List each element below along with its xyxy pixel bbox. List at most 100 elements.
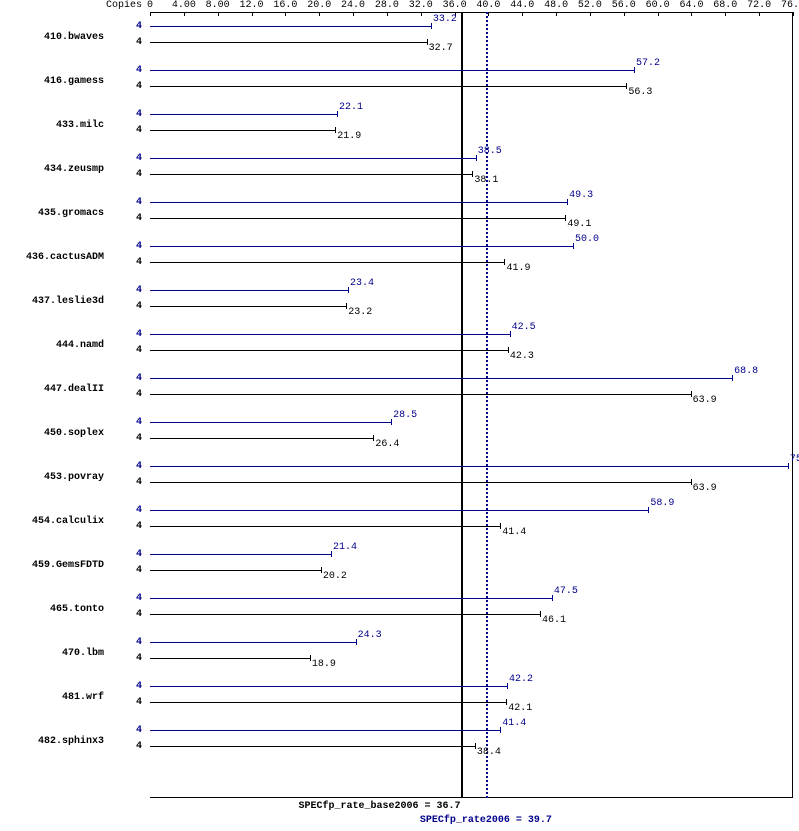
axis-tick <box>759 12 760 16</box>
copies-header: Copies <box>106 1 142 11</box>
bar-label-peak: 57.2 <box>636 59 660 69</box>
copies-base: 4 <box>136 698 142 708</box>
axis-tick <box>522 12 523 16</box>
bar-cap-base <box>321 567 322 573</box>
bar-label-base: 63.9 <box>693 396 717 406</box>
bar-label-base: 42.1 <box>508 704 532 714</box>
copies-peak: 4 <box>136 110 142 120</box>
bar-label-peak: 33.2 <box>433 15 457 25</box>
bar-cap-base <box>500 523 501 529</box>
bar-base <box>150 306 346 307</box>
copies-base: 4 <box>136 126 142 136</box>
bar-base <box>150 438 373 439</box>
copies-base: 4 <box>136 82 142 92</box>
bar-cap-peak <box>573 243 574 249</box>
bar-cap-base <box>427 39 428 45</box>
bar-label-peak: 42.2 <box>509 675 533 685</box>
bar-cap-base <box>335 127 336 133</box>
axis-tick <box>184 12 185 16</box>
axis-tick-label: 68.0 <box>713 1 737 11</box>
bar-label-peak: 58.9 <box>650 499 674 509</box>
bar-cap-base <box>540 611 541 617</box>
axis-tick-label: 0 <box>147 1 153 11</box>
bar-label-peak: 41.4 <box>502 719 526 729</box>
axis-tick-label: 64.0 <box>679 1 703 11</box>
copies-peak: 4 <box>136 638 142 648</box>
bar-cap-peak <box>356 639 357 645</box>
axis-tick-label: 36.0 <box>443 1 467 11</box>
axis-tick <box>285 12 286 16</box>
axis-tick-label: 76.0 <box>781 1 799 11</box>
axis-tick <box>150 12 151 16</box>
bar-base <box>150 746 475 747</box>
axis-tick-label: 24.0 <box>341 1 365 11</box>
bar-label-peak: 68.8 <box>734 367 758 377</box>
bar-label-peak: 49.3 <box>569 191 593 201</box>
bar-label-base: 26.4 <box>375 440 399 450</box>
bar-cap-peak <box>348 287 349 293</box>
benchmark-name: 436.cactusADM <box>26 253 104 263</box>
bar-label-base: 63.9 <box>693 484 717 494</box>
copies-base: 4 <box>136 434 142 444</box>
axis-tick <box>387 12 388 16</box>
bar-base <box>150 218 565 219</box>
benchmark-name: 447.dealII <box>44 385 104 395</box>
bar-label-base: 41.9 <box>506 264 530 274</box>
bar-peak <box>150 378 732 379</box>
bar-label-peak: 75.4 <box>790 455 799 465</box>
bar-peak <box>150 202 567 203</box>
axis-tick-label: 32.0 <box>409 1 433 11</box>
bar-label-peak: 42.5 <box>512 323 536 333</box>
bar-peak <box>150 598 552 599</box>
axis-tick <box>658 12 659 16</box>
axis-tick-label: 40.0 <box>476 1 500 11</box>
axis-tick <box>691 12 692 16</box>
bar-label-peak: 23.4 <box>350 279 374 289</box>
bar-base <box>150 482 691 483</box>
axis-tick <box>725 12 726 16</box>
bar-peak <box>150 70 634 71</box>
copies-base: 4 <box>136 302 142 312</box>
bar-label-base: 41.4 <box>502 528 526 538</box>
ref-line-base <box>461 12 463 798</box>
copies-peak: 4 <box>136 286 142 296</box>
bar-peak <box>150 114 337 115</box>
bar-base <box>150 614 540 615</box>
bar-cap-peak <box>337 111 338 117</box>
bar-cap-peak <box>732 375 733 381</box>
bar-label-base: 56.3 <box>628 88 652 98</box>
bar-peak <box>150 246 573 247</box>
bar-label-base: 46.1 <box>542 616 566 626</box>
bar-cap-base <box>373 435 374 441</box>
bar-cap-peak <box>510 331 511 337</box>
axis-tick-label: 56.0 <box>612 1 636 11</box>
axis-tick-label: 48.0 <box>544 1 568 11</box>
bar-base <box>150 350 508 351</box>
axis-tick <box>488 12 489 16</box>
copies-peak: 4 <box>136 242 142 252</box>
copies-peak: 4 <box>136 682 142 692</box>
axis-tick <box>218 12 219 16</box>
copies-peak: 4 <box>136 198 142 208</box>
copies-base: 4 <box>136 478 142 488</box>
axis-tick-label: 72.0 <box>747 1 771 11</box>
bar-peak <box>150 422 391 423</box>
bar-cap-base <box>691 391 692 397</box>
benchmark-name: 434.zeusmp <box>44 165 104 175</box>
bar-cap-peak <box>634 67 635 73</box>
bar-label-base: 38.1 <box>474 176 498 186</box>
axis-tick-label: 28.0 <box>375 1 399 11</box>
axis-tick-label: 8.00 <box>206 1 230 11</box>
bar-peak <box>150 686 507 687</box>
copies-base: 4 <box>136 566 142 576</box>
bar-label-base: 20.2 <box>323 572 347 582</box>
benchmark-name: 465.tonto <box>50 605 104 615</box>
copies-base: 4 <box>136 38 142 48</box>
bar-label-base: 23.2 <box>348 308 372 318</box>
bar-cap-base <box>626 83 627 89</box>
bar-label-base: 21.9 <box>337 132 361 142</box>
axis-tick-label: 4.00 <box>172 1 196 11</box>
axis-tick <box>252 12 253 16</box>
bar-label-peak: 22.1 <box>339 103 363 113</box>
bar-label-peak: 50.0 <box>575 235 599 245</box>
